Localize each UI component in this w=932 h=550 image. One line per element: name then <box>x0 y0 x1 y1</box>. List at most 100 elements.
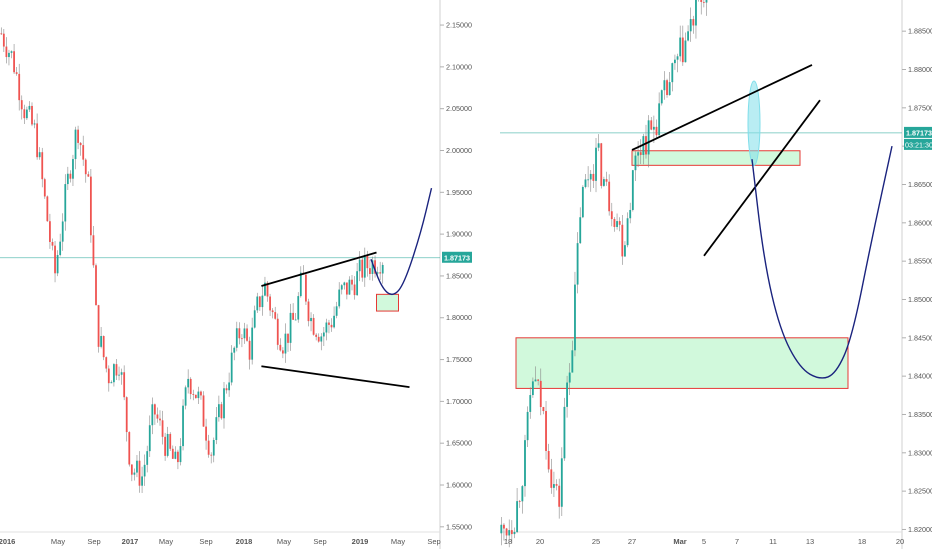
candle <box>161 420 164 437</box>
trend-line-upper[interactable] <box>261 251 377 287</box>
candle <box>687 31 689 41</box>
candle <box>505 528 508 536</box>
x-tick-label: 20 <box>536 537 544 546</box>
candle <box>13 51 15 73</box>
x-tick-label: 2018 <box>236 537 253 546</box>
candle <box>679 37 682 57</box>
candle <box>358 259 361 272</box>
candle <box>345 282 348 295</box>
candle <box>597 143 600 148</box>
candle <box>539 380 542 408</box>
candle <box>235 328 238 348</box>
candle <box>330 324 333 328</box>
support-zone <box>376 293 399 312</box>
candle <box>179 446 182 463</box>
candle <box>253 310 256 328</box>
candle <box>681 37 684 63</box>
candle <box>243 328 246 339</box>
y-tick-label: 1.83000 <box>908 448 932 457</box>
candle <box>133 472 136 475</box>
candle <box>5 46 8 58</box>
countdown-badge <box>904 138 932 150</box>
candle <box>340 285 343 290</box>
y-tick-label: 2.05000 <box>446 104 472 113</box>
candle <box>595 147 597 181</box>
trend-line-lower[interactable] <box>261 365 410 389</box>
candle <box>320 336 323 342</box>
candle <box>156 414 159 419</box>
x-tick-label: 25 <box>592 537 600 546</box>
candle <box>545 411 547 451</box>
trend-line-lower[interactable] <box>703 99 821 257</box>
candle <box>128 432 131 465</box>
candle <box>307 301 310 322</box>
candle <box>59 241 62 255</box>
candle <box>148 425 151 452</box>
candle <box>363 255 366 278</box>
candle <box>223 388 225 419</box>
candle <box>537 379 540 381</box>
candle <box>200 391 202 396</box>
support-zone <box>515 337 849 389</box>
candle <box>217 404 220 418</box>
candle <box>645 136 647 155</box>
candle <box>371 260 374 274</box>
y-tick-label: 1.82500 <box>908 487 932 496</box>
candle <box>335 306 338 316</box>
candle <box>266 282 269 297</box>
candle <box>658 103 661 136</box>
x-tick-label: May <box>159 537 173 546</box>
candle <box>146 451 149 465</box>
candle <box>529 395 532 412</box>
candle <box>366 255 369 269</box>
candle <box>576 243 579 285</box>
candle <box>15 72 18 74</box>
candle <box>563 406 566 459</box>
x-tick-label: Sep <box>427 537 440 546</box>
candle <box>89 176 92 236</box>
candle <box>547 450 550 470</box>
candle <box>297 296 300 320</box>
candle <box>348 279 351 295</box>
candle <box>610 211 613 220</box>
candle <box>684 40 687 63</box>
candle <box>668 82 671 96</box>
trend-line-upper[interactable] <box>631 64 813 151</box>
y-tick-label: 1.55000 <box>446 522 472 531</box>
candle <box>650 120 653 130</box>
candle <box>553 484 555 488</box>
candle <box>624 245 626 257</box>
candle <box>542 407 545 412</box>
candle <box>663 80 666 91</box>
candle <box>608 181 611 212</box>
candle <box>589 173 592 180</box>
y-tick-label: 1.75000 <box>446 355 472 364</box>
candle <box>579 217 582 244</box>
candle <box>299 272 302 297</box>
y-tick-label: 2.15000 <box>446 21 472 30</box>
candle <box>95 265 97 306</box>
left-chart-panel: 2.15000 2.10000 2.05000 2.00000 1.95000 1.900… <box>0 0 472 549</box>
candle <box>258 296 261 308</box>
candle <box>524 440 526 487</box>
candle <box>64 184 67 222</box>
candle <box>503 524 505 529</box>
candle <box>107 368 110 384</box>
candle <box>171 448 174 459</box>
candle <box>51 241 54 246</box>
candle <box>100 336 103 347</box>
y-tick-label: 1.83500 <box>908 410 932 419</box>
candle <box>338 289 341 307</box>
candle <box>676 56 679 60</box>
candle <box>143 464 146 477</box>
x-tick-label: 2019 <box>352 537 369 546</box>
candle <box>618 221 621 225</box>
x-tick-label: May <box>391 537 405 546</box>
candle <box>261 295 264 308</box>
candle <box>123 372 126 398</box>
candle <box>238 328 241 339</box>
candle <box>153 404 156 415</box>
candle <box>269 296 271 311</box>
candle <box>652 126 655 130</box>
y-tick-label: 1.87500 <box>908 103 932 112</box>
